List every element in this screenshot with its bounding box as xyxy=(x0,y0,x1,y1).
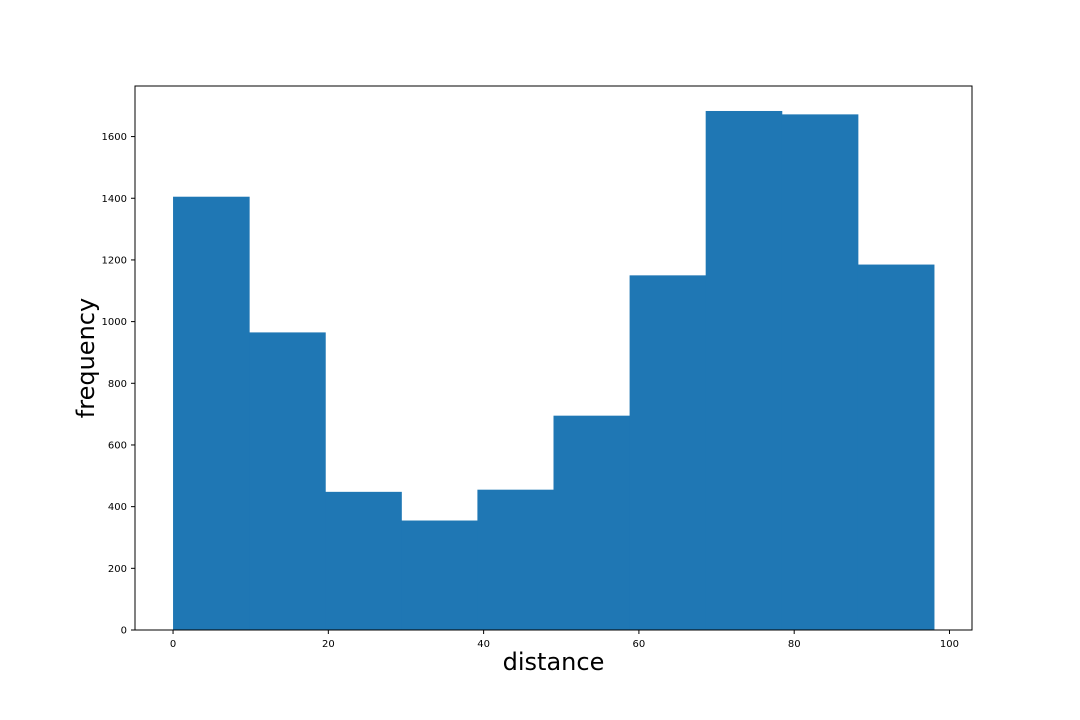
histogram-bar-9 xyxy=(781,114,859,630)
histogram-bar-1 xyxy=(173,196,250,630)
x-tick-label: 60 xyxy=(633,639,646,650)
plot-frame xyxy=(134,85,973,631)
histogram-bar-6 xyxy=(553,415,631,630)
y-tick-label: 400 xyxy=(108,502,127,513)
x-tick-label: 100 xyxy=(940,639,959,650)
x-tick-label: 0 xyxy=(170,639,176,650)
bars-group xyxy=(173,110,935,630)
x-axis-label: distance xyxy=(503,648,605,676)
x-tick-label: 20 xyxy=(322,639,335,650)
histogram-bar-8 xyxy=(705,110,783,630)
y-tick-label: 1200 xyxy=(102,255,127,266)
histogram-bar-4 xyxy=(401,520,478,630)
y-axis-ticks: 0 200 400 600 800 1000 1200 1400 1600 xyxy=(102,132,135,637)
y-axis-label: frequency xyxy=(72,298,100,418)
histogram-bar-2 xyxy=(249,332,326,630)
y-tick-label: 1600 xyxy=(102,132,127,143)
y-tick-label: 0 xyxy=(121,626,127,637)
histogram-bar-7 xyxy=(629,275,707,630)
y-tick-label: 1000 xyxy=(102,317,127,328)
y-tick-label: 800 xyxy=(108,379,127,390)
y-tick-label: 1400 xyxy=(102,194,127,205)
x-axis-ticks: 0 20 40 60 80 100 xyxy=(170,630,959,650)
y-tick-label: 600 xyxy=(108,440,127,451)
x-tick-label: 40 xyxy=(477,639,490,650)
histogram-bar-5 xyxy=(477,489,554,630)
x-tick-label: 80 xyxy=(788,639,801,650)
histogram-bar-3 xyxy=(325,491,402,630)
histogram-bar-10 xyxy=(857,264,935,630)
y-tick-label: 200 xyxy=(108,564,127,575)
